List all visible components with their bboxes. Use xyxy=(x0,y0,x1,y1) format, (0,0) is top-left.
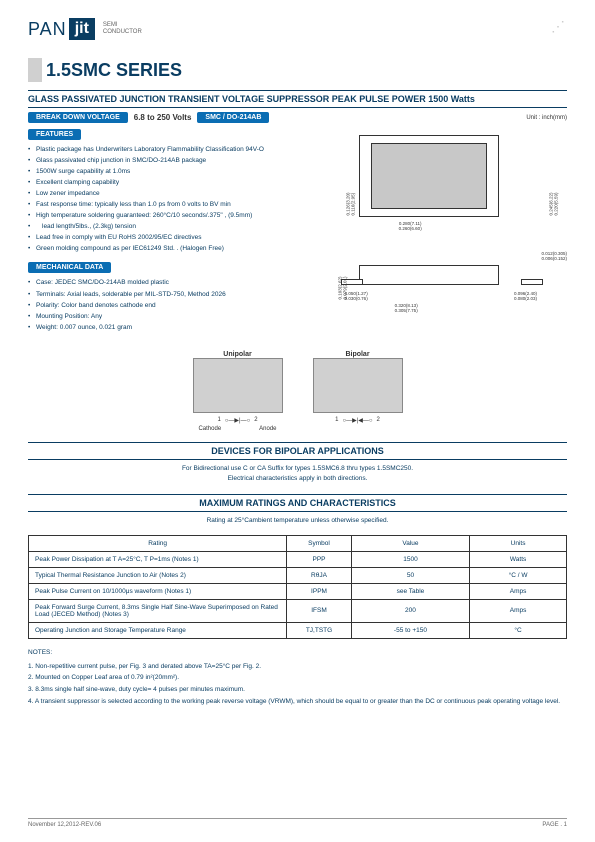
logo-box: jit xyxy=(69,18,95,40)
mechanical-list: Case: JEDEC SMC/DO-214AB molded plastic … xyxy=(28,277,305,332)
bipolar-label: Bipolar xyxy=(313,351,403,358)
corner-decoration: ⋰ xyxy=(551,18,567,35)
table-row: Peak Pulse Current on 10/1000μs waveform… xyxy=(29,583,567,599)
unipolar-label: Unipolar xyxy=(193,351,283,358)
logo: PAN jit SEMI CONDUCTOR xyxy=(28,18,142,40)
logo-subtitle: SEMI CONDUCTOR xyxy=(103,22,142,36)
title-bar: 1.5SMC SERIES xyxy=(28,58,567,82)
table-row: Peak Forward Surge Current, 8.3ms Single… xyxy=(29,599,567,622)
table-row: Typical Thermal Resistance Junction to A… xyxy=(29,567,567,583)
features-label: FEATURES xyxy=(28,129,81,140)
features-list: Plastic package has Underwriters Laborat… xyxy=(28,144,305,254)
package-drawing: 0.126(3.20)0.116(2.95) 0.245(6.22)0.220(… xyxy=(317,129,567,341)
table-row: Operating Junction and Storage Temperatu… xyxy=(29,622,567,638)
table-row: Peak Power Dissipation at T A=25°C, T P=… xyxy=(29,551,567,567)
package-box: SMC / DO-214AB xyxy=(197,112,269,123)
footer: November 12,2012-REV.06 PAGE . 1 xyxy=(28,818,567,828)
footer-page: PAGE . 1 xyxy=(542,822,567,828)
voltage-range: 6.8 to 250 Volts xyxy=(134,113,192,122)
bipolar-text: For Bidirectional use C or CA Suffix for… xyxy=(28,464,567,485)
schematics: Unipolar 1 ○—▶|—○ 2 Cathode Anode Bipola… xyxy=(28,351,567,432)
mechanical-label: MECHANICAL DATA xyxy=(28,262,111,273)
title-accent xyxy=(28,58,42,82)
subtitle: GLASS PASSIVATED JUNCTION TRANSIENT VOLT… xyxy=(28,90,567,108)
breakdown-box: BREAK DOWN VOLTAGE xyxy=(28,112,128,123)
unipolar-symbol xyxy=(193,358,283,413)
footer-date: November 12,2012-REV.06 xyxy=(28,822,101,828)
ratings-table: Rating Symbol Value Units Peak Power Dis… xyxy=(28,535,567,639)
bipolar-symbol xyxy=(313,358,403,413)
notes-label: NOTES: xyxy=(28,647,567,659)
header: PAN jit SEMI CONDUCTOR ⋰ xyxy=(28,18,567,40)
spec-boxes: BREAK DOWN VOLTAGE 6.8 to 250 Volts SMC … xyxy=(28,112,567,123)
page-title: 1.5SMC SERIES xyxy=(46,60,182,81)
max-ratings-heading: MAXIMUM RATINGS AND CHARACTERISTICS xyxy=(28,494,567,512)
max-ratings-sub: Rating at 25°Cambient temperature unless… xyxy=(28,516,567,526)
notes-section: NOTES: 1. Non-repetitive current pulse, … xyxy=(28,647,567,707)
logo-brand: PAN xyxy=(28,19,67,40)
bipolar-heading: DEVICES FOR BIPOLAR APPLICATIONS xyxy=(28,442,567,460)
unit-label: Unit : inch(mm) xyxy=(526,115,567,121)
